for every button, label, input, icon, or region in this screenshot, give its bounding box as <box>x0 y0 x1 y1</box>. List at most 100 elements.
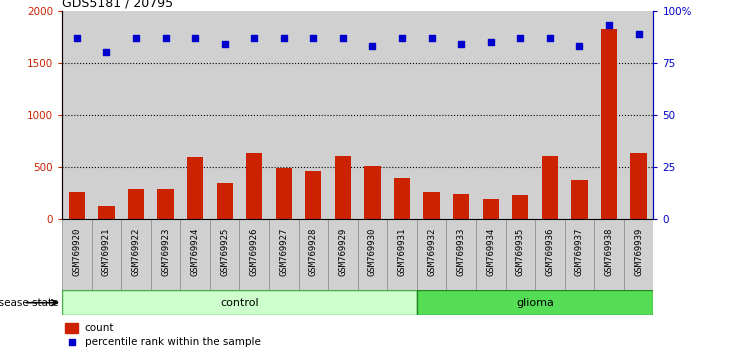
Bar <box>358 219 388 290</box>
Bar <box>565 219 594 290</box>
Bar <box>506 219 535 290</box>
Text: GSM769934: GSM769934 <box>486 228 495 276</box>
Point <box>456 41 467 47</box>
Bar <box>128 189 144 219</box>
Bar <box>246 153 262 219</box>
Point <box>160 35 172 41</box>
Point <box>485 39 496 45</box>
Text: GSM769922: GSM769922 <box>131 228 140 276</box>
Text: GSM769921: GSM769921 <box>102 228 111 276</box>
Point <box>248 35 260 41</box>
Bar <box>328 219 358 290</box>
Point <box>307 35 319 41</box>
Bar <box>624 219 653 290</box>
Bar <box>394 178 410 219</box>
Bar <box>335 156 351 219</box>
Text: GSM769923: GSM769923 <box>161 228 170 276</box>
Point <box>130 35 142 41</box>
Bar <box>358 11 388 219</box>
Bar <box>180 219 210 290</box>
Bar <box>121 219 151 290</box>
Bar <box>535 219 565 290</box>
Bar <box>417 219 447 290</box>
Point <box>101 50 112 55</box>
Text: GSM769926: GSM769926 <box>250 228 258 276</box>
Text: GSM769928: GSM769928 <box>309 228 318 276</box>
Bar <box>92 219 121 290</box>
Bar <box>572 180 588 219</box>
Bar <box>417 290 653 315</box>
Text: GSM769939: GSM769939 <box>634 228 643 276</box>
Bar <box>62 290 417 315</box>
Text: GSM769929: GSM769929 <box>339 228 347 276</box>
Text: GSM769925: GSM769925 <box>220 228 229 276</box>
Text: percentile rank within the sample: percentile rank within the sample <box>85 337 261 347</box>
Text: GSM769937: GSM769937 <box>575 228 584 276</box>
Text: GSM769930: GSM769930 <box>368 228 377 276</box>
Bar <box>187 157 203 219</box>
Point <box>189 35 201 41</box>
Bar <box>535 11 565 219</box>
Bar <box>299 11 328 219</box>
Point <box>396 35 408 41</box>
Bar <box>601 29 617 219</box>
Bar <box>62 11 92 219</box>
Bar <box>65 324 78 333</box>
Bar <box>542 156 558 219</box>
Text: GSM769924: GSM769924 <box>191 228 199 276</box>
Bar <box>631 153 647 219</box>
Bar <box>269 219 299 290</box>
Text: GSM769935: GSM769935 <box>516 228 525 276</box>
Text: count: count <box>85 323 114 333</box>
Bar <box>151 11 180 219</box>
Bar <box>210 11 239 219</box>
Bar <box>624 11 653 219</box>
Bar <box>239 11 269 219</box>
Text: GDS5181 / 20795: GDS5181 / 20795 <box>62 0 173 10</box>
Bar <box>217 183 233 219</box>
Bar <box>151 219 180 290</box>
Point <box>337 35 349 41</box>
Bar <box>121 11 151 219</box>
Bar <box>512 195 529 219</box>
Bar <box>239 219 269 290</box>
Bar <box>447 11 476 219</box>
Bar <box>565 11 594 219</box>
Bar <box>276 168 292 219</box>
Bar <box>483 199 499 219</box>
Bar <box>594 219 624 290</box>
Bar <box>447 219 476 290</box>
Text: GSM769936: GSM769936 <box>545 228 554 276</box>
Bar <box>364 166 380 219</box>
Point <box>278 35 290 41</box>
Point <box>66 339 77 344</box>
Bar <box>388 11 417 219</box>
Bar <box>476 11 505 219</box>
Bar <box>388 219 417 290</box>
Bar <box>417 11 447 219</box>
Point <box>603 22 615 28</box>
Point <box>633 31 645 36</box>
Point <box>71 35 82 41</box>
Text: GSM769932: GSM769932 <box>427 228 436 276</box>
Bar <box>158 189 174 219</box>
Text: GSM769933: GSM769933 <box>457 228 466 276</box>
Text: GSM769938: GSM769938 <box>604 228 613 276</box>
Point <box>219 41 231 47</box>
Text: GSM769931: GSM769931 <box>398 228 407 276</box>
Text: disease state: disease state <box>0 298 58 308</box>
Text: GSM769927: GSM769927 <box>280 228 288 276</box>
Bar <box>269 11 299 219</box>
Bar <box>69 192 85 219</box>
Text: control: control <box>220 298 258 308</box>
Point <box>515 35 526 41</box>
Bar <box>299 219 328 290</box>
Bar <box>305 171 321 219</box>
Bar <box>92 11 121 219</box>
Text: GSM769920: GSM769920 <box>72 228 81 276</box>
Bar <box>594 11 624 219</box>
Bar <box>453 194 469 219</box>
Bar <box>62 219 92 290</box>
Point <box>426 35 437 41</box>
Bar <box>180 11 210 219</box>
